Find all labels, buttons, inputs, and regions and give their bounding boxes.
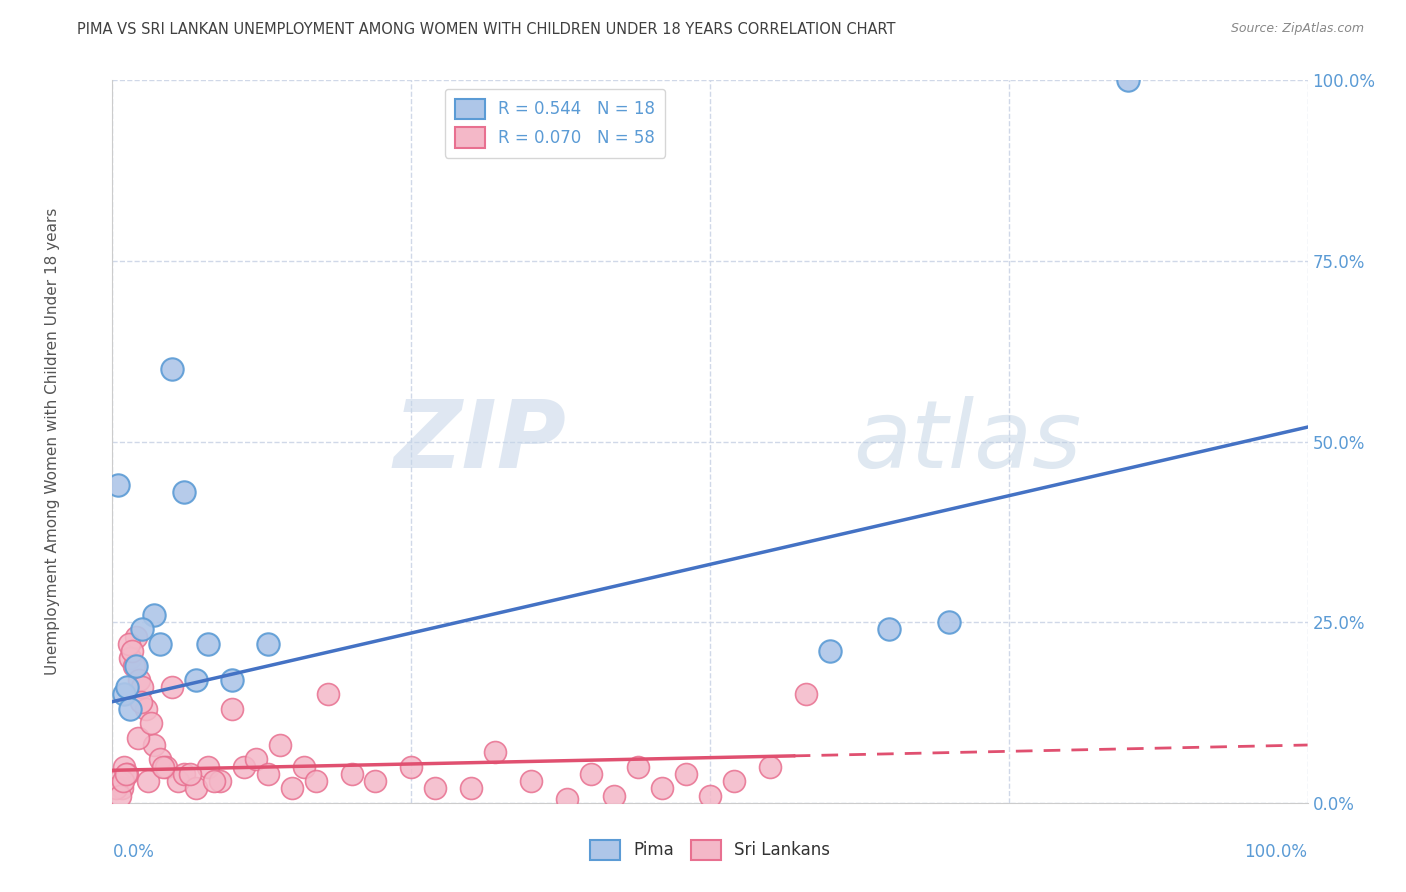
Point: [675, 767, 697, 781]
Point: [143, 607, 166, 622]
Point: [118, 637, 141, 651]
Point: [131, 623, 153, 637]
Point: [233, 760, 256, 774]
Point: [520, 774, 543, 789]
Point: [135, 702, 157, 716]
Point: [152, 760, 174, 774]
Point: [115, 680, 138, 694]
Point: [1118, 73, 1140, 87]
Point: [879, 623, 901, 637]
Point: [401, 760, 423, 774]
Point: [281, 781, 304, 796]
Point: [245, 752, 267, 766]
Point: [111, 781, 134, 796]
Point: [112, 774, 135, 789]
Point: [138, 774, 160, 789]
Point: [127, 731, 149, 745]
Text: Unemployment Among Women with Children Under 18 years: Unemployment Among Women with Children U…: [45, 208, 60, 675]
Point: [107, 478, 129, 492]
Point: [143, 738, 166, 752]
Point: [579, 767, 602, 781]
Point: [197, 760, 219, 774]
Point: [173, 485, 195, 500]
Point: [122, 658, 145, 673]
Point: [125, 658, 148, 673]
Point: [209, 774, 232, 789]
Point: [484, 745, 506, 759]
Point: [114, 760, 135, 774]
Point: [340, 767, 363, 781]
Point: [938, 615, 960, 630]
Point: [818, 644, 841, 658]
Text: 100.0%: 100.0%: [1244, 843, 1308, 861]
Point: [316, 687, 339, 701]
Point: [121, 644, 143, 658]
Point: [257, 637, 280, 651]
Point: [115, 767, 138, 781]
Point: [107, 774, 129, 789]
Text: Source: ZipAtlas.com: Source: ZipAtlas.com: [1230, 22, 1364, 36]
Point: [162, 680, 183, 694]
Point: [651, 781, 673, 796]
Point: [108, 789, 131, 803]
Point: [131, 680, 153, 694]
Point: [269, 738, 291, 752]
Point: [603, 789, 626, 803]
Point: [114, 767, 136, 781]
Point: [555, 792, 578, 806]
Point: [460, 781, 482, 796]
Text: PIMA VS SRI LANKAN UNEMPLOYMENT AMONG WOMEN WITH CHILDREN UNDER 18 YEARS CORRELA: PIMA VS SRI LANKAN UNEMPLOYMENT AMONG WO…: [77, 22, 896, 37]
Text: atlas: atlas: [853, 396, 1081, 487]
Point: [257, 767, 280, 781]
Point: [627, 760, 650, 774]
Point: [699, 789, 721, 803]
Point: [120, 651, 142, 665]
Point: [305, 774, 328, 789]
Point: [114, 687, 135, 701]
Point: [186, 781, 208, 796]
Point: [129, 695, 152, 709]
Point: [221, 673, 243, 687]
Point: [759, 760, 782, 774]
Point: [794, 687, 817, 701]
Point: [186, 673, 208, 687]
Point: [149, 752, 172, 766]
Point: [364, 774, 387, 789]
Point: [105, 781, 128, 796]
Point: [202, 774, 225, 789]
Point: [139, 716, 162, 731]
Text: ZIP: ZIP: [394, 395, 567, 488]
Point: [197, 637, 219, 651]
Point: [167, 774, 190, 789]
Point: [221, 702, 243, 716]
Point: [162, 362, 183, 376]
Point: [173, 767, 195, 781]
Text: 0.0%: 0.0%: [112, 843, 155, 861]
Point: [425, 781, 447, 796]
Point: [155, 760, 177, 774]
Point: [149, 637, 172, 651]
Point: [179, 767, 201, 781]
Legend: Pima, Sri Lankans: Pima, Sri Lankans: [583, 833, 837, 867]
Point: [125, 630, 148, 644]
Point: [723, 774, 745, 789]
Point: [120, 702, 142, 716]
Point: [128, 673, 150, 687]
Point: [292, 760, 315, 774]
